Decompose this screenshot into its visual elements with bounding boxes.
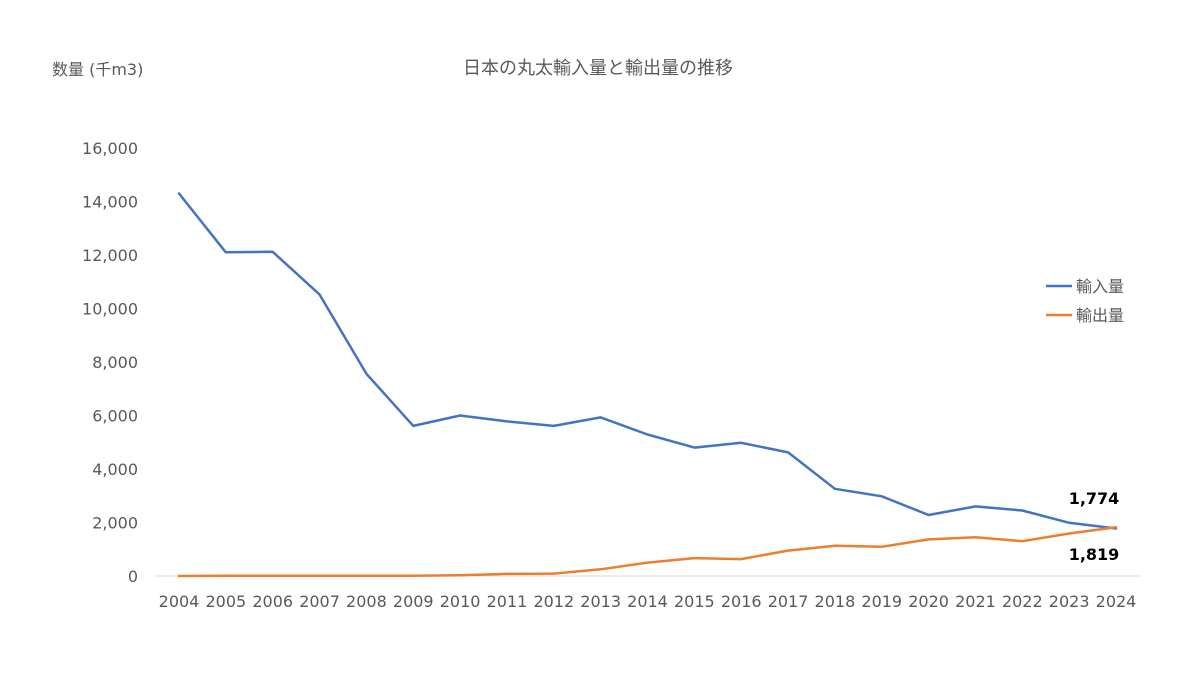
x-tick-label: 2009 [393, 592, 434, 611]
data-labels: 1,774 1,819 [1069, 489, 1120, 564]
legend-label: 輸入量 [1076, 277, 1124, 296]
x-tick-label: 2024 [1096, 592, 1137, 611]
x-tick-labels: 2004 2005 2006 2007 2008 2009 2010 2011 2012 2013… [159, 592, 1137, 611]
y-tick-label: 4,000 [92, 460, 138, 479]
chart-title: 日本の丸太輸入量と輸出量の推移 [463, 58, 733, 79]
x-tick-label: 2017 [768, 592, 809, 611]
x-tick-label: 2021 [955, 592, 996, 611]
legend-label: 輸出量 [1076, 306, 1124, 325]
x-tick-label: 2022 [1002, 592, 1043, 611]
y-tick-label: 16,000 [82, 139, 138, 158]
y-tick-label: 6,000 [92, 407, 138, 426]
x-tick-label: 2007 [299, 592, 340, 611]
x-tick-label: 2013 [580, 592, 621, 611]
x-tick-label: 2016 [721, 592, 762, 611]
x-tick-label: 2019 [861, 592, 902, 611]
x-tick-label: 2006 [252, 592, 293, 611]
y-tick-label: 14,000 [82, 193, 138, 212]
x-tick-label: 2014 [627, 592, 668, 611]
series-lines [177, 192, 1118, 578]
x-tick-label: 2010 [440, 592, 481, 611]
x-tick-label: 2018 [815, 592, 856, 611]
x-tick-label: 2005 [205, 592, 246, 611]
x-tick-label: 2023 [1049, 592, 1090, 611]
x-tick-label: 2011 [487, 592, 528, 611]
y-tick-label: 10,000 [82, 300, 138, 319]
x-tick-label: 2004 [159, 592, 200, 611]
x-tick-label: 2012 [533, 592, 574, 611]
y-tick-label: 0 [128, 567, 138, 586]
x-tick-label: 2020 [908, 592, 949, 611]
data-label: 1,774 [1069, 489, 1120, 508]
y-tick-label: 12,000 [82, 246, 138, 265]
series-line-0 [177, 192, 1118, 530]
y-tick-label: 2,000 [92, 514, 138, 533]
y-tick-label: 8,000 [92, 353, 138, 372]
y-tick-labels: 0 2,000 4,000 6,000 8,000 10,000 12,000 14,000 1… [82, 139, 138, 586]
y-axis-label: 数量 (千m3) [52, 60, 143, 79]
x-tick-label: 2015 [674, 592, 715, 611]
series-line-1 [177, 526, 1118, 578]
x-tick-label: 2008 [346, 592, 387, 611]
data-label: 1,819 [1069, 545, 1120, 564]
